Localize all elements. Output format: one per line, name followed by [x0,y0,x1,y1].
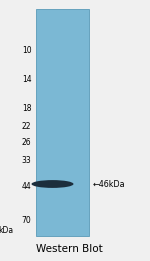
Text: 14: 14 [22,75,32,84]
Text: 70: 70 [22,216,32,225]
Text: ←46kDa: ←46kDa [93,180,126,188]
Text: kDa: kDa [0,227,14,235]
Text: 18: 18 [22,104,31,113]
Text: Western Blot: Western Blot [36,244,102,254]
Text: 44: 44 [22,182,32,191]
Text: 33: 33 [22,156,32,165]
Text: 10: 10 [22,46,32,55]
Text: 22: 22 [22,122,31,131]
Text: 26: 26 [22,138,32,147]
Ellipse shape [32,180,74,188]
FancyBboxPatch shape [36,9,89,236]
